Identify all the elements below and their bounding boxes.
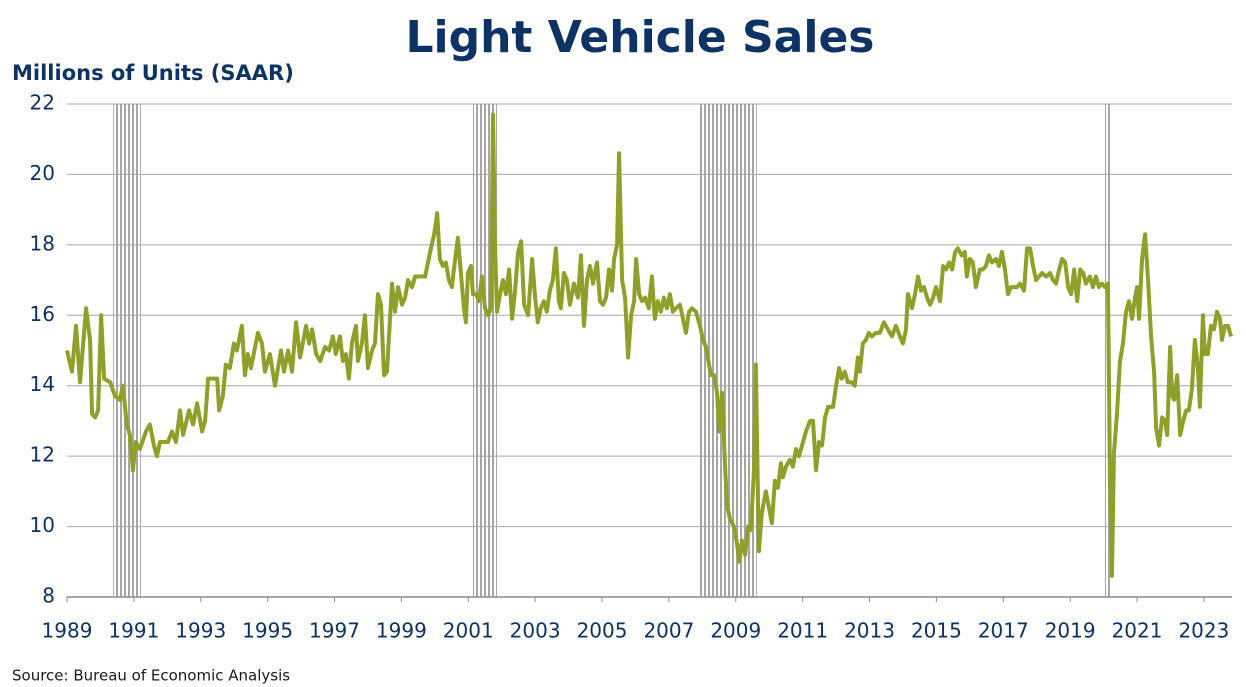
- y-tick-label: 14: [30, 372, 55, 396]
- y-axis-label: Millions of Units (SAAR): [12, 61, 294, 85]
- x-tick-label: 2009: [710, 619, 761, 643]
- y-tick-label: 8: [42, 584, 55, 608]
- x-tick-label: 2013: [844, 619, 895, 643]
- y-tick-label: 20: [30, 161, 55, 185]
- x-tick-label: 2005: [577, 619, 628, 643]
- x-tick-label: 2019: [1045, 619, 1096, 643]
- x-tick-label: 1997: [309, 619, 360, 643]
- x-tick-label: 1995: [242, 619, 293, 643]
- y-tick-label: 12: [30, 443, 55, 467]
- plot-area: [65, 112, 1233, 578]
- x-tick-label: 2011: [777, 619, 828, 643]
- x-tick-label: 2023: [1178, 619, 1229, 643]
- y-tick-label: 22: [30, 91, 55, 115]
- x-tick-label: 2001: [443, 619, 494, 643]
- sales-line: [65, 112, 1233, 578]
- x-tick-label: 1989: [42, 619, 93, 643]
- x-tick-label: 2017: [978, 619, 1029, 643]
- y-tick-label: 18: [30, 231, 55, 255]
- x-tick-label: 2007: [643, 619, 694, 643]
- grid: 8 10 12 14 16 18 20 22 1989 1991 1993 1995 1997 1999 2…: [30, 91, 1232, 643]
- x-tick-label: 1993: [175, 619, 226, 643]
- chart-title: Light Vehicle Sales: [405, 12, 874, 63]
- recession-band: [113, 104, 141, 597]
- x-tick-label: 2003: [510, 619, 561, 643]
- x-tick-label: 1999: [376, 619, 427, 643]
- x-tick-label: 1991: [108, 619, 159, 643]
- x-tick-label: 2015: [911, 619, 962, 643]
- y-tick-label: 10: [30, 513, 55, 537]
- y-tick-label: 16: [30, 302, 55, 326]
- source-note: Source: Bureau of Economic Analysis: [12, 667, 290, 685]
- x-tick-label: 2021: [1112, 619, 1163, 643]
